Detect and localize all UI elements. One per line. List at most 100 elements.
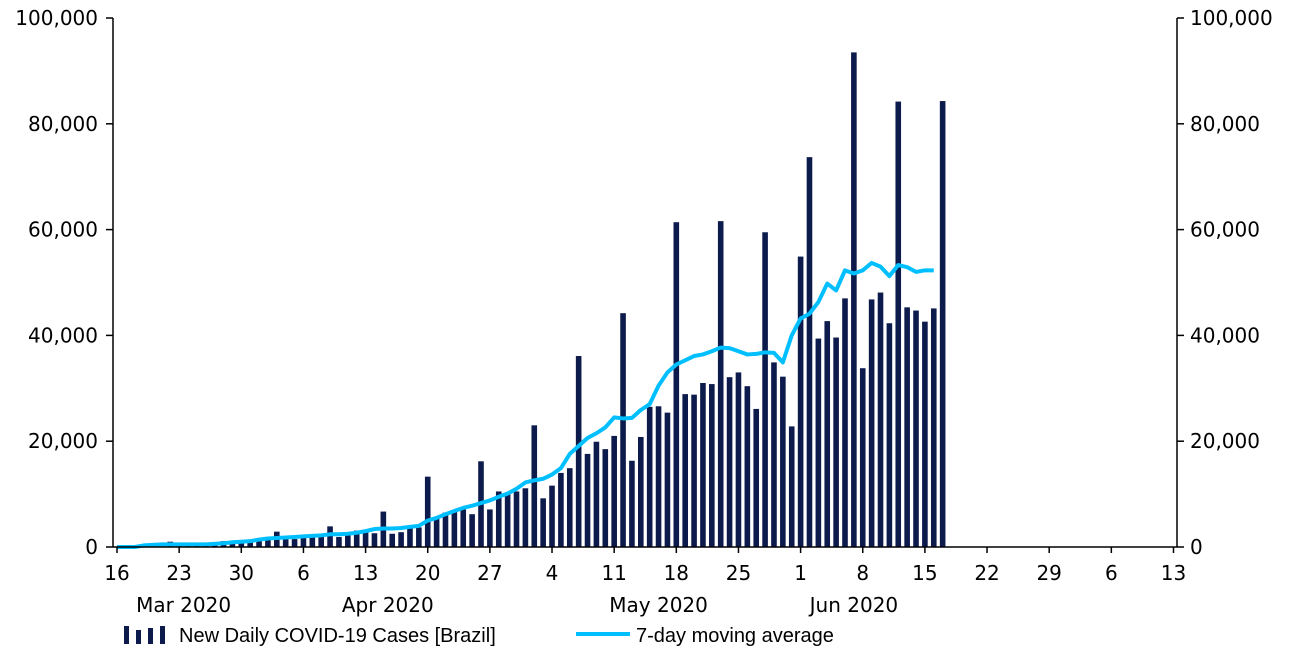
x-tick-label: 22 — [974, 561, 999, 585]
bar — [700, 383, 706, 547]
bar-series — [149, 52, 946, 548]
legend: New Daily COVID-19 Cases [Brazil] 7-day … — [124, 625, 834, 647]
month-label: Apr 2020 — [342, 593, 434, 617]
bar — [939, 101, 946, 548]
bar — [593, 441, 600, 547]
bar — [851, 52, 857, 547]
bar — [797, 256, 804, 547]
bar — [602, 449, 609, 547]
bar — [336, 536, 342, 547]
y-tick-label: 100,000 — [15, 6, 98, 30]
bar — [345, 533, 351, 547]
bar — [930, 308, 937, 547]
x-tick-label: 20 — [415, 561, 440, 585]
bar — [842, 298, 848, 547]
bar — [327, 526, 333, 547]
bar — [566, 468, 573, 547]
x-tick-label: 6 — [297, 561, 310, 585]
bar — [558, 472, 564, 547]
bar — [424, 476, 431, 547]
bar — [762, 232, 768, 547]
x-tick-label: 30 — [229, 561, 254, 585]
month-label: May 2020 — [609, 593, 708, 617]
bar — [451, 511, 458, 547]
bar — [735, 372, 742, 547]
bar — [318, 535, 324, 547]
month-label: Jun 2020 — [808, 593, 899, 617]
bar — [895, 101, 902, 547]
y-tick-label: 20,000 — [28, 429, 98, 453]
legend-bars-swatch — [124, 626, 165, 644]
bar — [788, 426, 795, 547]
y2-tick-label: 80,000 — [1190, 112, 1260, 136]
y2-tick-label: 40,000 — [1190, 323, 1260, 347]
x-tick-label: 1 — [794, 561, 807, 585]
bar — [922, 321, 928, 547]
bar — [664, 412, 671, 547]
bar — [904, 307, 910, 547]
bar — [256, 540, 262, 547]
y-tick-label: 0 — [85, 535, 98, 559]
x-tick-label: 16 — [104, 561, 129, 585]
bar — [460, 509, 467, 547]
bar — [442, 512, 449, 547]
x-tick-label: 13 — [353, 561, 378, 585]
y2-tick-label: 100,000 — [1190, 6, 1273, 30]
bar — [877, 292, 884, 547]
left-y-ticks: 0 20,000 40,000 60,000 80,000 100,000 — [15, 6, 113, 559]
y2-tick-label: 20,000 — [1190, 429, 1260, 453]
x-tick-label: 15 — [912, 561, 937, 585]
bar — [522, 488, 529, 547]
line-series — [117, 260, 934, 549]
bar — [389, 533, 396, 547]
bar — [753, 408, 760, 547]
bar — [238, 541, 245, 547]
bar — [247, 541, 253, 547]
legend-label-line: 7-day moving average — [636, 625, 834, 647]
x-ticks: 16 23 30 6 13 20 27 4 11 18 25 1 8 15 22 29 6 13 — [104, 547, 1186, 585]
bar — [682, 394, 688, 547]
bar — [709, 384, 715, 547]
bar — [780, 376, 786, 547]
bar — [300, 538, 307, 547]
bar — [531, 425, 538, 547]
bar — [513, 491, 520, 547]
x-tick-label: 29 — [1036, 561, 1061, 585]
bar — [469, 514, 475, 547]
x-tick-label: 23 — [166, 561, 191, 585]
bar — [833, 337, 839, 547]
x-tick-label: 8 — [856, 561, 869, 585]
bar — [726, 377, 733, 547]
bar — [540, 498, 546, 547]
moving-average-line — [117, 260, 934, 549]
bar — [673, 222, 680, 547]
x-tick-label: 4 — [546, 561, 559, 585]
x-tick-label: 25 — [726, 561, 751, 585]
bar — [638, 436, 644, 547]
y2-tick-label: 60,000 — [1190, 218, 1260, 242]
bar — [504, 492, 511, 547]
month-labels: Mar 2020 Apr 2020 May 2020 Jun 2020 — [136, 593, 898, 617]
bar — [433, 517, 440, 547]
bar — [824, 321, 831, 547]
bar — [815, 338, 822, 547]
bar — [611, 435, 617, 547]
bar — [549, 485, 555, 547]
bar — [265, 536, 271, 547]
bar — [620, 313, 626, 547]
bar — [353, 530, 360, 547]
bar — [717, 221, 724, 547]
y-tick-label: 40,000 — [28, 323, 98, 347]
bar — [211, 544, 218, 547]
bar — [691, 394, 697, 547]
bar — [282, 536, 289, 547]
x-tick-label: 13 — [1161, 561, 1186, 585]
bar — [744, 386, 751, 547]
bar — [398, 532, 404, 547]
bar — [309, 535, 316, 547]
bar — [646, 406, 653, 547]
x-tick-label: 27 — [477, 561, 502, 585]
bar — [495, 491, 502, 547]
bar — [655, 406, 662, 547]
